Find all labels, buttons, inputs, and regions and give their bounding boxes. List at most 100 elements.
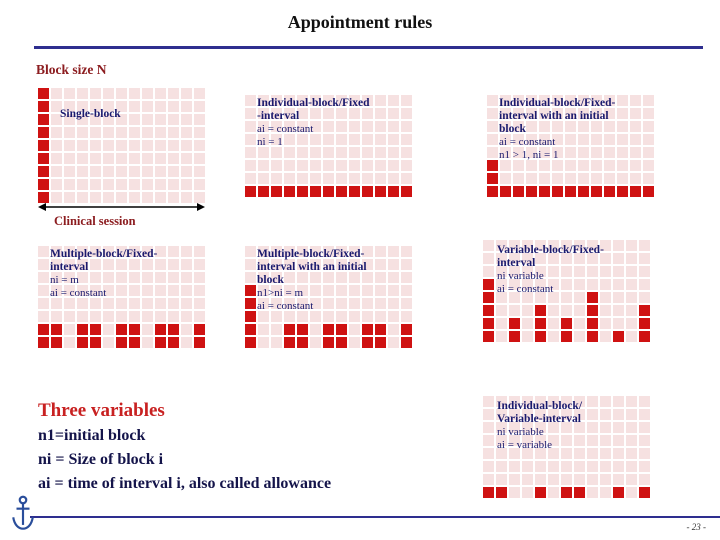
slot-cell: [284, 285, 295, 296]
slot-cell: [613, 435, 624, 446]
slot-cell: [401, 298, 412, 309]
appointment-grid: [483, 240, 650, 342]
slot-cell: [630, 160, 641, 171]
slot-cell: [181, 246, 192, 257]
slot-cell: [500, 160, 511, 171]
slot-cell: [578, 173, 589, 184]
slot-cell: [116, 272, 127, 283]
slot-cell: [51, 179, 62, 190]
appointment-grid: [483, 396, 650, 498]
slot-cell: [375, 160, 386, 171]
panel-title-line: block: [499, 123, 526, 135]
slot-cell: [116, 88, 127, 99]
slot-cell: [561, 253, 572, 264]
slot-cell: [297, 173, 308, 184]
slot-cell: [168, 285, 179, 296]
slot-cell: [548, 435, 559, 446]
block-cell: [483, 487, 494, 498]
slot-cell: [362, 160, 373, 171]
slot-cell: [245, 173, 256, 184]
block-cell: [362, 337, 373, 348]
slot-cell: [336, 272, 347, 283]
slot-cell: [284, 121, 295, 132]
slot-cell: [522, 253, 533, 264]
slot-cell: [271, 298, 282, 309]
slot-cell: [103, 166, 114, 177]
slot-cell: [574, 409, 585, 420]
slot-cell: [561, 396, 572, 407]
slot-cell: [194, 179, 205, 190]
slot-cell: [483, 266, 494, 277]
slot-cell: [90, 166, 101, 177]
block-cell: [129, 337, 140, 348]
slot-cell: [513, 134, 524, 145]
block-cell: [271, 186, 282, 197]
slot-cell: [591, 121, 602, 132]
slot-cell: [509, 461, 520, 472]
slot-cell: [77, 259, 88, 270]
slot-cell: [168, 140, 179, 151]
slot-cell: [349, 246, 360, 257]
slot-cell: [401, 285, 412, 296]
slot-cell: [613, 448, 624, 459]
slot-cell: [245, 147, 256, 158]
block-cell: [587, 331, 598, 342]
slot-cell: [38, 246, 49, 257]
slot-cell: [522, 266, 533, 277]
panel-title-line: Individual-block/Fixed-: [499, 97, 616, 109]
slot-cell: [552, 95, 563, 106]
slot-cell: [509, 240, 520, 251]
slot-cell: [168, 153, 179, 164]
slot-cell: [194, 246, 205, 257]
slot-cell: [626, 253, 637, 264]
slot-cell: [522, 240, 533, 251]
block-cell: [630, 186, 641, 197]
slot-cell: [323, 285, 334, 296]
slot-cell: [587, 253, 598, 264]
block-cell: [487, 173, 498, 184]
slot-cell: [578, 95, 589, 106]
slot-cell: [51, 246, 62, 257]
panel-text: Individual-block/Fixed-interval with an …: [499, 97, 615, 162]
slot-cell: [375, 121, 386, 132]
slot-cell: [626, 240, 637, 251]
slot-cell: [613, 253, 624, 264]
slot-cell: [535, 474, 546, 485]
slot-cell: [142, 114, 153, 125]
slot-cell: [310, 246, 321, 257]
slot-cell: [77, 272, 88, 283]
slot-cell: [155, 114, 166, 125]
panel-sub-line: ai = constant: [257, 123, 314, 135]
panel-multiple-block-fixed-interval: Multiple-block/Fixed-interval ni = m ai = …: [38, 246, 205, 348]
slot-cell: [103, 114, 114, 125]
slot-cell: [591, 173, 602, 184]
slot-cell: [181, 179, 192, 190]
slot-cell: [561, 292, 572, 303]
slot-cell: [258, 272, 269, 283]
slot-cell: [245, 259, 256, 270]
block-cell: [284, 186, 295, 197]
slot-cell: [323, 259, 334, 270]
slot-cell: [639, 253, 650, 264]
block-cell: [483, 292, 494, 303]
legend-line-n1: n1=initial block: [38, 427, 146, 444]
slot-cell: [362, 259, 373, 270]
slot-cell: [271, 337, 282, 348]
block-cell: [284, 337, 295, 348]
block-cell: [323, 337, 334, 348]
slot-cell: [310, 108, 321, 119]
slot-cell: [496, 279, 507, 290]
block-cell: [258, 186, 269, 197]
slot-cell: [526, 173, 537, 184]
slot-cell: [116, 311, 127, 322]
slot-cell: [349, 272, 360, 283]
slot-cell: [258, 337, 269, 348]
slot-cell: [604, 173, 615, 184]
block-cell: [587, 318, 598, 329]
slot-cell: [297, 121, 308, 132]
slot-cell: [64, 114, 75, 125]
panel-title-line: Individual-block/Fixed: [257, 97, 370, 109]
block-cell: [38, 101, 49, 112]
slot-cell: [513, 95, 524, 106]
slot-cell: [258, 95, 269, 106]
